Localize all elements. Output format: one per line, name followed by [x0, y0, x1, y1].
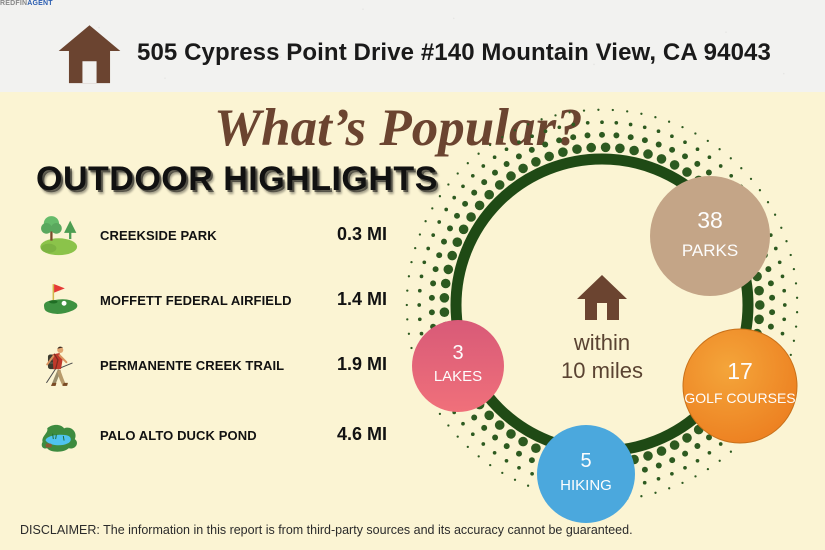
svg-text:3: 3: [452, 342, 463, 364]
svg-text:10 miles: 10 miles: [561, 358, 643, 383]
svg-text:38: 38: [697, 207, 723, 233]
svg-text:PARKS: PARKS: [682, 241, 738, 260]
svg-text:within: within: [573, 330, 630, 355]
svg-text:5: 5: [580, 450, 591, 472]
svg-text:LAKES: LAKES: [434, 368, 482, 385]
svg-text:HIKING: HIKING: [560, 477, 612, 494]
svg-text:17: 17: [727, 358, 753, 384]
svg-text:GOLF COURSES: GOLF COURSES: [684, 390, 795, 406]
